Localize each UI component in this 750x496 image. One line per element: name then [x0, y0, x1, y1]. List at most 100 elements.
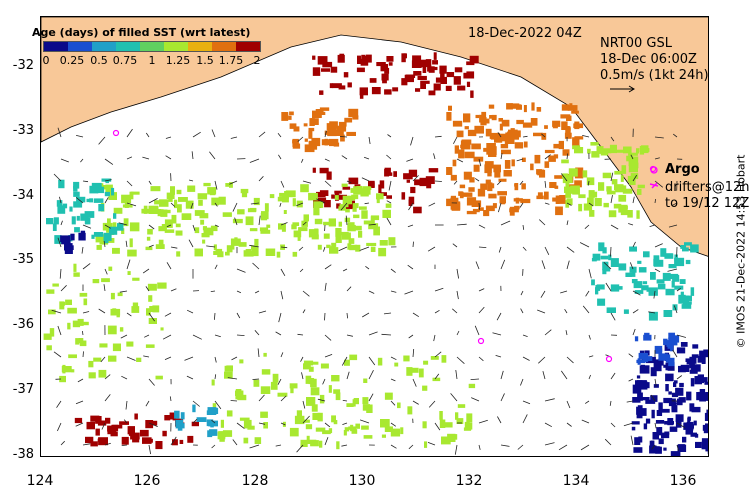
sst-patch	[450, 195, 456, 200]
velocity-vector	[452, 243, 458, 248]
velocity-vector	[584, 224, 590, 229]
sst-patch	[561, 104, 569, 111]
velocity-vector	[142, 156, 150, 160]
sst-patch	[91, 234, 95, 239]
velocity-vector	[456, 290, 459, 300]
velocity-vector	[126, 156, 133, 160]
velocity-vector	[166, 224, 172, 228]
velocity-vector	[75, 400, 84, 405]
sst-patch	[311, 118, 319, 125]
sst-patch	[649, 445, 657, 454]
argo-float-marker	[477, 337, 485, 345]
velocity-vector	[345, 215, 348, 226]
velocity-vector	[236, 422, 245, 429]
sst-patch	[149, 306, 154, 312]
sst-patch	[488, 104, 495, 109]
sst-patch	[314, 218, 323, 225]
velocity-vector	[433, 334, 436, 342]
sst-patch	[439, 419, 446, 428]
sst-patch	[254, 238, 259, 246]
velocity-vector	[453, 180, 458, 185]
sst-patch	[706, 409, 708, 417]
sst-patch	[504, 160, 511, 169]
velocity-vector	[408, 334, 414, 339]
sst-patch	[511, 130, 519, 140]
velocity-vector	[632, 309, 639, 314]
velocity-vector	[57, 422, 62, 432]
colorbar-tick: 0	[42, 54, 50, 67]
sst-patch	[514, 205, 520, 210]
velocity-info: NRT00 GSL 18-Dec 06:00Z 0.5m/s (1kt 24h)	[600, 36, 709, 84]
sst-patch	[637, 188, 642, 195]
sst-patch	[621, 165, 627, 174]
sst-patch	[420, 80, 430, 84]
sst-patch	[312, 55, 316, 60]
velocity-vector	[120, 334, 128, 339]
velocity-vector	[478, 246, 487, 248]
sst-patch	[361, 55, 372, 60]
sst-patch	[417, 75, 427, 80]
velocity-vector	[254, 290, 260, 294]
sst-patch	[328, 218, 336, 227]
sst-patch	[57, 205, 66, 214]
sst-patch	[376, 193, 384, 200]
sst-patch	[685, 259, 691, 265]
sst-patch	[444, 422, 453, 428]
sst-patch	[575, 167, 584, 176]
sst-patch	[130, 432, 140, 440]
sst-patch	[243, 419, 252, 429]
sst-patch	[175, 419, 184, 426]
sst-patch	[113, 207, 123, 214]
sst-patch	[381, 73, 389, 81]
sst-patch	[217, 251, 224, 258]
sst-patch	[667, 345, 672, 349]
velocity-vector	[516, 158, 524, 162]
sst-patch	[522, 122, 533, 128]
sst-patch	[668, 273, 679, 280]
map-area[interactable]	[40, 16, 709, 457]
velocity-vector	[632, 174, 638, 182]
sst-patch	[194, 227, 200, 234]
sst-patch	[76, 215, 80, 221]
sst-patch	[592, 253, 601, 261]
sst-patch	[668, 391, 672, 395]
sst-patch	[292, 143, 301, 149]
sst-patch	[420, 83, 426, 89]
sst-patch	[54, 235, 62, 244]
velocity-vector	[169, 396, 172, 402]
sst-patch	[673, 380, 678, 384]
y-tick-label: -37	[12, 382, 34, 397]
sst-patch	[464, 421, 470, 428]
colorbar-tick: 0.25	[59, 54, 85, 67]
sst-patch	[194, 248, 203, 257]
sst-patch	[366, 242, 377, 246]
sst-patch	[664, 431, 670, 435]
sst-patch	[361, 54, 365, 62]
velocity-vector	[452, 308, 458, 314]
sst-patch	[574, 147, 584, 154]
velocity-vector	[145, 400, 150, 407]
sst-patch	[386, 56, 394, 62]
velocity-vector	[77, 378, 84, 383]
sst-patch	[352, 208, 357, 212]
velocity-vector	[520, 290, 524, 296]
sst-patch	[290, 387, 294, 394]
sst-patch	[386, 195, 392, 199]
velocity-vector	[82, 330, 84, 336]
sst-patch	[458, 149, 465, 159]
sst-patch	[663, 397, 673, 404]
sst-patch	[148, 318, 157, 324]
sst-patch	[46, 345, 52, 351]
sst-patch	[544, 161, 550, 168]
sst-patch	[689, 360, 695, 369]
sst-patch	[669, 426, 678, 432]
velocity-vector	[478, 158, 482, 167]
velocity-vector	[302, 400, 306, 409]
velocity-vector	[121, 444, 128, 446]
velocity-vector	[364, 202, 370, 205]
sst-patch	[132, 277, 140, 281]
velocity-vector	[346, 334, 353, 337]
velocity-vector	[82, 224, 92, 229]
sst-patch	[272, 373, 279, 383]
sst-patch	[260, 229, 271, 234]
